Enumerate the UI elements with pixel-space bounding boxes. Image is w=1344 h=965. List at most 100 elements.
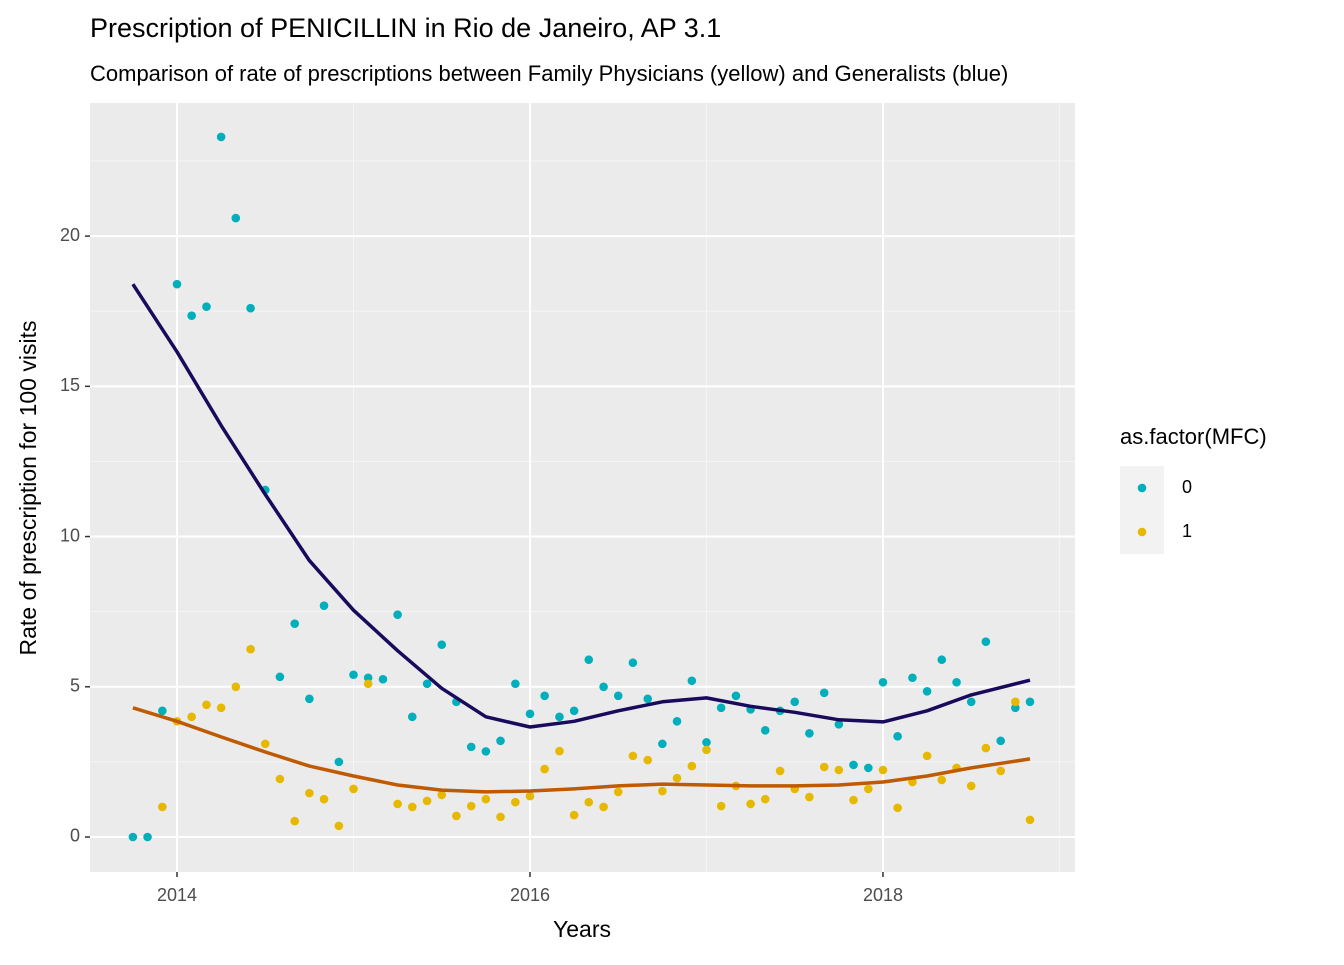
data-point (628, 751, 638, 761)
data-point (849, 795, 858, 805)
data-point (996, 766, 1005, 776)
data-point (731, 691, 741, 701)
data-point (334, 757, 344, 767)
data-point (628, 658, 638, 668)
x-tick-label: 2016 (510, 885, 550, 905)
data-point (613, 787, 623, 797)
data-point (202, 700, 211, 710)
data-point (158, 802, 167, 812)
data-point (393, 799, 402, 809)
data-point (305, 694, 314, 704)
data-point (216, 132, 226, 142)
y-axis-title: Rate of prescription for 100 visits (15, 321, 41, 656)
data-point (613, 691, 623, 701)
chart-title: Prescription of PENICILLIN in Rio de Jan… (90, 13, 721, 43)
data-point (922, 686, 932, 696)
data-point (246, 303, 255, 313)
data-point (599, 682, 608, 692)
legend-title: as.factor(MFC) (1120, 424, 1267, 449)
data-point (437, 790, 447, 800)
data-point (481, 794, 491, 804)
data-point (187, 311, 196, 321)
data-point (422, 679, 432, 689)
data-point (864, 784, 873, 794)
data-point (143, 832, 152, 842)
data-point (202, 302, 211, 312)
data-point (760, 794, 770, 804)
data-point (172, 279, 182, 289)
y-tick-label: 20 (60, 225, 80, 245)
legend-marker (1137, 483, 1147, 493)
data-point (569, 706, 579, 716)
trend-line (132, 706, 1031, 794)
data-point (584, 797, 594, 807)
data-point (805, 729, 814, 738)
data-point (819, 762, 829, 772)
data-point (937, 655, 947, 665)
data-point (407, 802, 417, 812)
data-point (422, 796, 432, 806)
trend-line (131, 283, 1031, 729)
data-point (1011, 703, 1020, 713)
data-point (540, 691, 549, 701)
data-point (849, 760, 858, 770)
panel (90, 103, 1075, 872)
data-point (363, 673, 373, 683)
data-point (407, 712, 417, 722)
data-point (466, 801, 476, 811)
data-point (187, 712, 196, 722)
y-tick-label: 10 (60, 525, 80, 545)
data-point (834, 720, 844, 729)
data-point (569, 810, 579, 820)
data-point (378, 674, 388, 684)
data-point (716, 703, 726, 713)
data-point (864, 763, 873, 773)
data-point (511, 679, 520, 689)
data-point (525, 791, 535, 801)
data-point (599, 802, 608, 812)
data-point (466, 742, 476, 752)
data-point (966, 781, 976, 791)
data-point (643, 755, 653, 765)
y-tick-label: 5 (70, 676, 80, 696)
legend-label: 1 (1182, 521, 1192, 541)
data-point (437, 640, 447, 650)
data-point (687, 676, 697, 686)
data-point (760, 726, 770, 735)
data-point (702, 745, 711, 755)
data-point (363, 679, 373, 689)
data-point (275, 672, 285, 682)
data-point (246, 644, 255, 654)
data-point (878, 765, 888, 775)
data-point (260, 739, 270, 749)
data-point (275, 774, 285, 784)
data-point (937, 775, 947, 785)
data-point (981, 637, 991, 647)
data-point (643, 694, 653, 704)
data-point (128, 832, 138, 842)
legend-label: 0 (1182, 477, 1192, 497)
data-point (319, 601, 329, 610)
data-point (481, 747, 491, 756)
data-point (290, 816, 300, 826)
x-tick-label: 2018 (863, 885, 903, 905)
data-point (1025, 815, 1035, 825)
data-point (319, 794, 329, 804)
x-axis-title: Years (553, 916, 611, 942)
data-point (290, 619, 300, 628)
data-point (1011, 697, 1020, 707)
data-point (216, 703, 226, 713)
data-point (1025, 697, 1035, 707)
chart-subtitle: Comparison of rate of prescriptions betw… (90, 61, 1008, 86)
data-point (893, 803, 902, 813)
data-point (746, 799, 755, 809)
data-point (672, 773, 682, 783)
data-point (805, 792, 814, 802)
data-point (393, 610, 402, 619)
data-point (893, 732, 902, 741)
data-point (231, 213, 241, 223)
y-tick-label: 0 (70, 826, 80, 846)
data-point (996, 736, 1005, 746)
data-point (819, 688, 829, 698)
